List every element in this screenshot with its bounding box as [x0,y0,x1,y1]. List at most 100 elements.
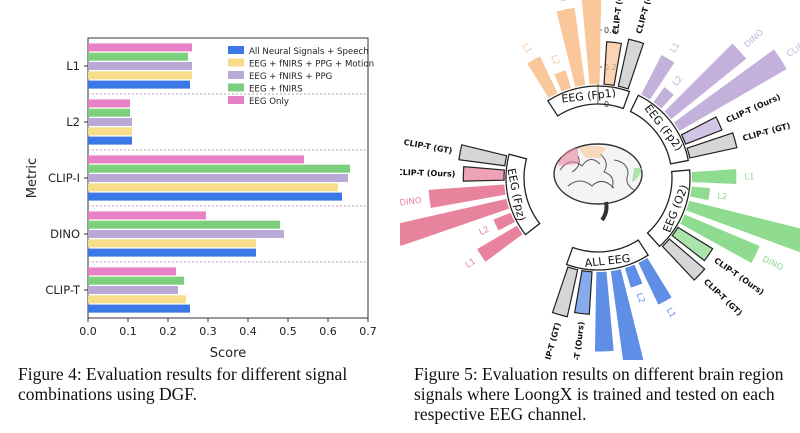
bar-label: CLIP-T (Ours) [400,168,455,179]
radial-bar [610,269,644,360]
group-label: ALL EEG [584,252,631,270]
legend-label: EEG Only [249,97,289,107]
group-ring-segment [565,239,650,271]
group-ring-segment [505,153,541,236]
y-tick-label: DINO [50,227,80,241]
bar-label: DINO [400,196,423,209]
radial-bar [477,225,523,262]
radial-bar [686,200,800,253]
bar [88,286,178,294]
y-tick-label: CLIP-T [45,283,81,297]
bar [88,164,350,173]
radial-tick-label: 0.4 [604,26,617,35]
bar [88,220,280,229]
radial-bar [556,7,586,87]
bar-label: DINO [760,255,785,274]
radial-bar [691,169,737,185]
brain-fold [599,153,614,189]
brain-fold [567,180,615,189]
bar-label: DINO [554,0,568,3]
radial-bar [671,226,714,262]
radial-bar [638,257,672,305]
bar-label: DINO [743,28,766,50]
radial-bar [554,70,572,92]
figure-4-caption: Figure 4: Evaluation results for differe… [18,364,348,404]
bar-label: DINO [599,359,610,360]
bar-label: L1 [669,41,683,55]
radial-bar [661,238,706,281]
bar-label: L2 [548,54,561,67]
bar [88,99,130,108]
brain-lobe-fp1 [558,148,578,166]
bar-label: CLIP-T (GT) [702,277,744,317]
radial-bar [690,186,711,201]
bar [88,267,176,276]
radial-bar [462,165,505,182]
bar [88,71,192,80]
radial-bar [493,212,515,231]
bar [88,80,190,89]
radial-bar [400,198,510,246]
bar [88,230,284,238]
radial-bar [458,144,508,167]
x-tick-label: 0.6 [319,325,337,338]
bar [88,295,186,304]
x-tick-label: 0.0 [79,325,97,338]
legend-swatch [228,58,244,67]
legend-swatch [228,46,244,54]
y-axis-label: Metric [25,158,40,198]
radial-bar [581,0,602,85]
bar-label: L2 [478,225,491,238]
x-tick-label: 0.7 [359,325,377,338]
brain-illustration [553,143,643,222]
bar-label: CLIP-T (Ours) [570,321,586,360]
legend-swatch [228,71,244,79]
bar-label: L1 [744,172,754,182]
brain-stem [600,201,609,222]
bar [88,62,192,70]
y-tick-label: L1 [66,59,80,73]
legend-label: EEG + fNIRS [249,85,303,95]
bar-label: CLIP-T (Ours) [611,0,627,35]
bar [88,155,304,164]
legend-label: EEG + fNIRS + PPG + Motion [249,60,374,70]
radial-bar [641,55,675,100]
y-tick-label: CLIP-I [48,171,80,185]
radial-bar [624,264,643,288]
bar [88,183,338,192]
brain-fold [571,155,580,173]
legend-label: All Neural Signals + Speech [249,47,369,57]
figure-5-caption: Figure 5: Evaluation results on differen… [414,364,784,424]
y-tick-label: L2 [66,115,80,129]
radial-bar [603,41,623,87]
radial-bar [673,49,787,132]
bar-label: CLIP-T (GT) [742,121,792,143]
bar-label: L2 [671,74,685,88]
x-tick-label: 0.1 [119,325,137,338]
radial-bar [653,87,674,109]
group-label: EEG (Fp1) [561,86,617,105]
radial-bar [686,132,738,159]
radial-bar [617,38,645,90]
bar [88,192,342,201]
bar [88,304,190,313]
radial-bar [527,56,558,99]
x-tick-label: 0.4 [239,325,257,338]
bar-label: CLIP-T (GT) [403,138,453,156]
bar-label: L2 [634,292,647,305]
figure-4-chart: 0.0 0.1 0.2 0.3 0.4 0.5 0.6 0.7 Score Metric L1 L2 C… [25,37,377,360]
brain-lobe-o2 [632,168,642,182]
radial-bar [573,269,593,315]
radial-bar [680,214,760,264]
bar [88,43,192,52]
legend-label: EEG + fNIRS + PPG [249,72,332,82]
bar [88,127,132,136]
bar [88,239,256,248]
bar [88,118,132,126]
figure-5-chart: 00.20.40.6EEG (Fp1)L1L2DINOCLIP-ICLIP-T … [400,0,800,360]
group-ring-segment [646,169,691,248]
legend-swatch [228,83,244,92]
bar-label: L1 [520,42,534,56]
bar [88,52,188,61]
bar-label: L1 [664,306,678,320]
